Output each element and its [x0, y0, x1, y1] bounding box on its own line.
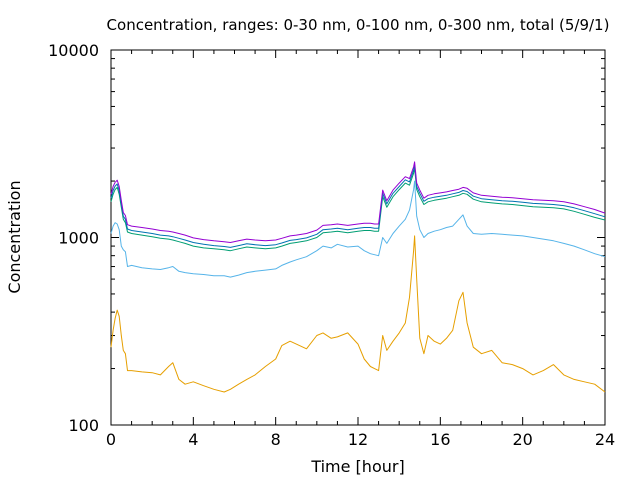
x-axis-label: Time [hour]	[310, 457, 404, 476]
series-layer	[110, 161, 606, 393]
x-tick-label: 0	[106, 430, 116, 449]
x-tick-label: 4	[188, 430, 198, 449]
y-tick-label: 100	[68, 416, 99, 435]
x-tick-label: 20	[512, 430, 532, 449]
axis-ticks: 0 4 8 12 16 20 24 100 1000 10000	[48, 41, 615, 449]
series-line-3	[110, 167, 606, 252]
x-tick-label: 12	[348, 430, 368, 449]
chart-title: Concentration, ranges: 0-30 nm, 0-100 nm…	[107, 16, 610, 34]
x-tick-label: 8	[271, 430, 281, 449]
series-line-1	[110, 235, 606, 393]
series-line-5	[110, 161, 606, 243]
y-tick-label: 1000	[58, 229, 99, 248]
x-tick-label: 16	[430, 430, 450, 449]
y-axis-label: Concentration	[5, 180, 24, 293]
x-tick-label: 24	[595, 430, 615, 449]
series-line-2	[110, 180, 606, 278]
y-tick-label: 10000	[48, 41, 99, 60]
series-line-4	[110, 164, 606, 248]
